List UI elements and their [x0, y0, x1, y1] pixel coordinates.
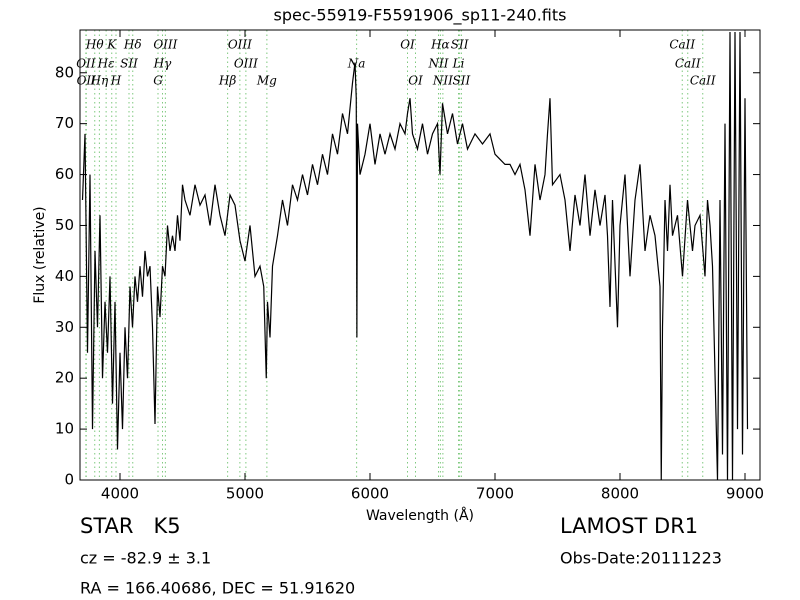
- x-tick-label: 7000: [476, 485, 514, 503]
- spectral-line-label: OII: [76, 57, 96, 71]
- spectrum: [81, 32, 749, 480]
- spectral-line-label: OI: [408, 74, 423, 88]
- spectral-line-label: Hθ: [85, 38, 104, 52]
- spectral-line-label: OII: [77, 74, 97, 88]
- y-tick-label: 30: [55, 318, 74, 336]
- spectral-line-label: Li: [452, 57, 465, 71]
- y-tick-label: 70: [55, 114, 74, 132]
- spectral-line-label: Na: [347, 57, 366, 71]
- object-class: STAR K5: [80, 514, 181, 538]
- spectral-line-label: Hε: [97, 57, 115, 71]
- spectral-line-label: Hβ: [218, 74, 236, 88]
- y-tick-label: 40: [55, 267, 74, 285]
- spectral-line-label: Hη: [90, 74, 109, 88]
- y-tick-label: 0: [64, 471, 74, 489]
- x-tick-label: 5000: [226, 485, 264, 503]
- spectral-line-label: Hδ: [123, 38, 142, 52]
- chart-title: spec-55919-F5591906_sp11-240.fits: [274, 6, 567, 26]
- redshift: cz = -82.9 ± 3.1: [80, 549, 211, 568]
- spectral-line-label: Hα: [430, 38, 450, 52]
- x-tick-label: 6000: [351, 485, 389, 503]
- spectral-line-label: SII: [120, 57, 138, 71]
- y-tick-label: 60: [55, 165, 74, 183]
- spectral-line-label: H: [110, 74, 122, 88]
- x-tick-label: 9000: [726, 485, 764, 503]
- y-tick-label: 20: [55, 369, 74, 387]
- spectral-line-label: Hγ: [153, 57, 172, 71]
- y-tick-label: 10: [55, 420, 74, 438]
- x-axis-label: Wavelength (Å): [366, 507, 474, 524]
- y-tick-label: 50: [55, 216, 74, 234]
- x-tick-label: 4000: [101, 485, 139, 503]
- spectral-line-label: OI: [400, 38, 415, 52]
- coordinates: RA = 166.40686, DEC = 51.91620: [80, 579, 355, 598]
- obs-date: Obs-Date:20111223: [560, 549, 722, 568]
- spectral-line-label: G: [153, 74, 163, 88]
- survey: LAMOST DR1: [560, 514, 698, 538]
- x-tick-label: 8000: [601, 485, 639, 503]
- spectral-line-label: CaII: [675, 57, 701, 71]
- spectral-line-label: OIII: [234, 57, 258, 71]
- spectral-line-label: K: [106, 38, 117, 52]
- spectral-line-label: SII: [453, 74, 471, 88]
- y-tick-label: 80: [55, 63, 74, 81]
- y-axis-label: Flux (relative): [32, 206, 48, 303]
- spectral-line-label: CaII: [690, 74, 716, 88]
- spectral-line-label: Mg: [256, 74, 277, 88]
- spectral-line-label: NII: [432, 74, 453, 88]
- spectral-line-label: NII: [428, 57, 449, 71]
- axes-frame: [79, 29, 761, 481]
- spectral-line-label: SII: [451, 38, 469, 52]
- spectral-line-label: CaII: [669, 38, 695, 52]
- plot-area: [81, 30, 749, 480]
- spectral-line-label: OIII: [228, 38, 252, 52]
- spectral-line-label: OIII: [153, 38, 177, 52]
